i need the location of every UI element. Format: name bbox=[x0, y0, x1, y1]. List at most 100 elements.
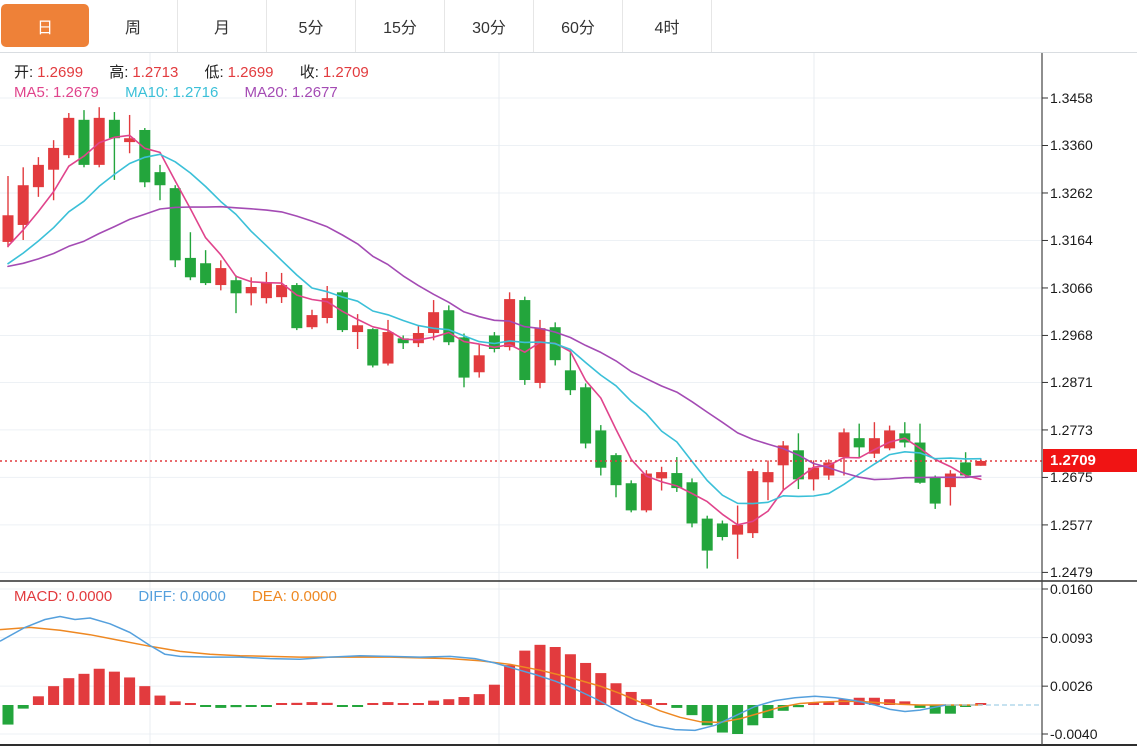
macd-bar bbox=[792, 705, 804, 708]
candle bbox=[929, 475, 941, 509]
candle bbox=[63, 113, 75, 159]
ma5-line bbox=[7, 134, 982, 526]
macd-bar bbox=[564, 654, 576, 705]
tab-day[interactable]: 日 bbox=[1, 4, 89, 47]
candle bbox=[716, 520, 728, 541]
ma10-label: MA10: bbox=[125, 84, 169, 101]
macd-histogram bbox=[2, 644, 987, 734]
macd-bar bbox=[944, 705, 956, 714]
candle bbox=[868, 422, 880, 459]
macd-bar bbox=[671, 705, 683, 708]
macd-bar bbox=[230, 705, 242, 708]
price-axis-label: 1.3262 bbox=[1050, 184, 1093, 201]
price-axis-label: 1.2968 bbox=[1050, 327, 1093, 344]
main-chart-plot[interactable] bbox=[0, 52, 1042, 581]
candle bbox=[838, 428, 850, 476]
tab-week[interactable]: 周 bbox=[89, 0, 178, 52]
candle bbox=[108, 112, 120, 180]
candle bbox=[944, 470, 956, 506]
macd-bar bbox=[63, 678, 75, 705]
macd-bar bbox=[701, 705, 713, 726]
candle bbox=[306, 309, 318, 330]
macd-chart-plot[interactable] bbox=[0, 581, 1042, 745]
macd-bar bbox=[823, 702, 835, 705]
candle bbox=[853, 423, 865, 458]
ma5-value: 1.2679 bbox=[53, 84, 99, 101]
macd-bar bbox=[656, 703, 668, 705]
tab-label: 60分 bbox=[561, 20, 595, 37]
candle bbox=[367, 328, 379, 368]
close-label: 收: bbox=[299, 64, 319, 81]
macd-bar bbox=[899, 701, 911, 705]
candle bbox=[230, 275, 242, 314]
price-axis-label: 1.3066 bbox=[1050, 279, 1093, 296]
tab-m15[interactable]: 15分 bbox=[356, 0, 445, 52]
candle bbox=[519, 296, 531, 385]
macd-bar bbox=[640, 699, 652, 705]
candle bbox=[124, 114, 136, 154]
macd-bar bbox=[306, 702, 318, 705]
price-axis-label: 1.2773 bbox=[1050, 421, 1093, 438]
low-label: 低: bbox=[204, 64, 224, 81]
candle bbox=[276, 272, 288, 303]
ma5-label: MA5: bbox=[14, 84, 50, 101]
candle bbox=[732, 505, 744, 559]
candle bbox=[701, 515, 713, 569]
macd-bar bbox=[367, 703, 379, 705]
macd-bar bbox=[884, 699, 896, 705]
macd-bar bbox=[245, 705, 257, 707]
price-axis-label: 1.2675 bbox=[1050, 469, 1093, 486]
macd-axis-label: 0.0093 bbox=[1050, 629, 1093, 646]
candle bbox=[808, 460, 820, 491]
tab-label: 15分 bbox=[383, 20, 417, 37]
candle bbox=[412, 325, 424, 348]
candle bbox=[443, 305, 455, 346]
candle bbox=[215, 260, 227, 291]
ma20-label: MA20: bbox=[244, 84, 288, 101]
price-axis-label: 1.3360 bbox=[1050, 137, 1093, 154]
macd-bar bbox=[215, 705, 227, 708]
candle bbox=[291, 283, 303, 331]
diff-label: DIFF: bbox=[138, 588, 176, 605]
ma-legend: MA5: 1.2679 MA10: 1.2716 MA20: 1.2677 bbox=[14, 84, 342, 101]
dea-value: 0.0000 bbox=[290, 588, 337, 605]
candle bbox=[458, 333, 470, 388]
macd-bar bbox=[504, 665, 516, 705]
macd-bar bbox=[610, 683, 622, 705]
candle bbox=[200, 250, 212, 286]
tab-month[interactable]: 月 bbox=[178, 0, 267, 52]
macd-bar bbox=[412, 703, 424, 705]
macd-bar bbox=[124, 677, 136, 705]
macd-bar bbox=[473, 694, 485, 705]
price-axis-label: 1.3164 bbox=[1050, 232, 1093, 249]
ma10-value: 1.2716 bbox=[172, 84, 219, 101]
tab-m5[interactable]: 5分 bbox=[267, 0, 356, 52]
candle bbox=[534, 319, 546, 389]
period-tabbar: 日 周 月 5分 15分 30分 60分 4时 bbox=[0, 0, 1137, 53]
candle bbox=[382, 319, 394, 366]
macd-bar bbox=[397, 703, 409, 705]
candle bbox=[640, 470, 652, 513]
macd-bar bbox=[762, 705, 774, 719]
candle bbox=[975, 459, 987, 466]
diff-value: 0.0000 bbox=[179, 588, 226, 605]
dea-line bbox=[0, 626, 982, 724]
ma20-value: 1.2677 bbox=[291, 84, 338, 101]
candle bbox=[580, 383, 592, 449]
macd-bar bbox=[686, 705, 698, 716]
macd-bar bbox=[488, 684, 500, 705]
close-value: 1.2709 bbox=[322, 64, 369, 81]
candle bbox=[564, 350, 576, 396]
tab-m30[interactable]: 30分 bbox=[445, 0, 534, 52]
tab-h4[interactable]: 4时 bbox=[623, 0, 712, 52]
macd-legend: MACD: 0.0000 DIFF: 0.0000 DEA: 0.0000 bbox=[14, 588, 341, 605]
candle bbox=[32, 157, 44, 197]
tab-label: 月 bbox=[213, 20, 230, 37]
macd-bar bbox=[519, 650, 531, 705]
price-axis-label: 1.2577 bbox=[1050, 516, 1093, 533]
candle bbox=[260, 271, 272, 304]
macd-bar bbox=[336, 705, 348, 707]
tab-m60[interactable]: 60分 bbox=[534, 0, 623, 52]
ohlc-legend: 开: 1.2699 高: 1.2713 低: 1.2699 收: 1.2709 bbox=[14, 61, 373, 82]
